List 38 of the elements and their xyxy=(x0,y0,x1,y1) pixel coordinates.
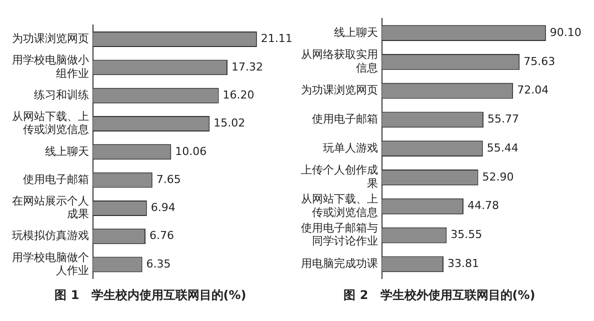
data-label: 55.44 xyxy=(486,141,518,154)
y-tick-label: 上传个人创作成果 xyxy=(301,164,378,190)
y-tick-label: 使用电子邮箱 xyxy=(312,112,378,126)
data-label: 15.02 xyxy=(214,116,246,130)
y-tick-label: 用电脑完成功课 xyxy=(301,257,378,270)
y-tick-label: 玩单人游戏 xyxy=(323,141,378,154)
data-label: 21.11 xyxy=(260,32,292,46)
data-label: 16.20 xyxy=(222,88,254,102)
y-tick-label: 在网站展示个人成果 xyxy=(12,194,89,221)
data-label: 72.04 xyxy=(517,84,549,97)
y-tick-label: 练习和训练 xyxy=(34,88,89,102)
data-label: 75.63 xyxy=(524,54,556,68)
y-tick-label: 线上聊天 xyxy=(45,144,89,158)
y-tick-label: 从网站下载、上传或浏览信息 xyxy=(12,110,89,136)
y-tick-label: 使用电子邮箱与同学讨论作业 xyxy=(301,222,378,248)
data-label: 6.94 xyxy=(150,201,176,214)
data-label: 17.32 xyxy=(232,60,263,74)
text: 图 2 学生校外使用互联网目的(%) xyxy=(344,288,536,302)
data-label: 6.35 xyxy=(146,257,171,270)
y-tick-label: 为功课浏览网页 xyxy=(301,84,378,97)
data-label: 55.77 xyxy=(487,112,519,126)
y-tick-label: 为功课浏览网页 xyxy=(12,32,89,46)
data-label: 10.06 xyxy=(175,144,207,158)
data-label: 7.65 xyxy=(156,172,181,186)
text: 图 1 学生校内使用互联网目的(%) xyxy=(54,288,246,302)
y-tick-label: 玩模拟仿真游戏 xyxy=(12,229,89,242)
y-tick-label: 使用电子邮箱 xyxy=(23,172,89,186)
y-tick-label: 用学校电脑做个人作业 xyxy=(12,250,89,277)
y-tick-label: 用学校电脑做小组作业 xyxy=(12,54,89,80)
data-label: 6.76 xyxy=(149,229,174,242)
data-label: 33.81 xyxy=(448,257,480,270)
data-label: 44.78 xyxy=(467,199,499,212)
y-tick-label: 从网站下载、上传或浏览信息 xyxy=(301,192,378,219)
y-tick-label: 从网络获取实用信息 xyxy=(301,48,378,74)
data-label: 52.90 xyxy=(482,170,514,184)
data-label: 35.55 xyxy=(450,228,482,242)
y-tick-label: 线上聊天 xyxy=(334,26,378,39)
data-label: 90.10 xyxy=(550,26,582,39)
